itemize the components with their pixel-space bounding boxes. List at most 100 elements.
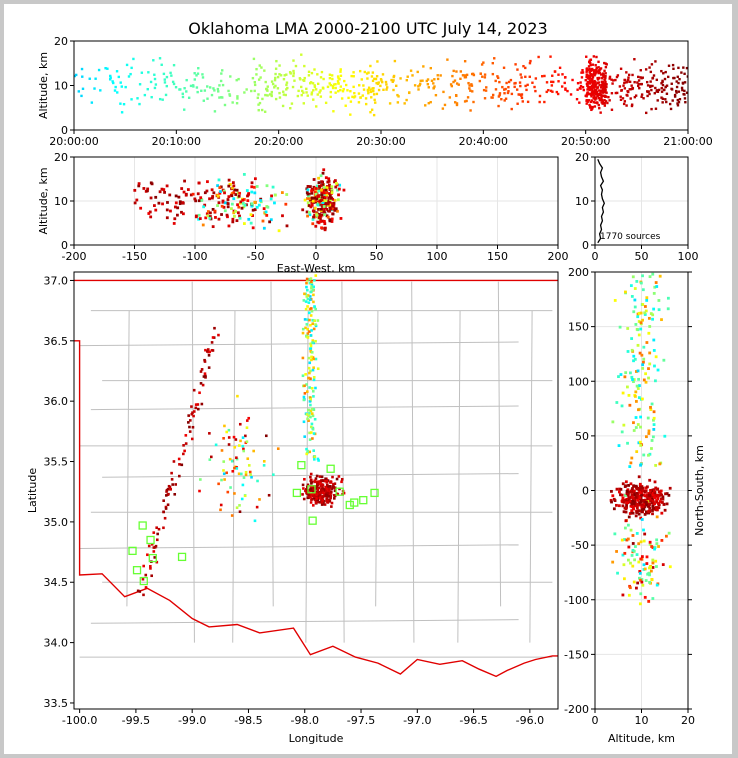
source-point [198, 391, 201, 395]
source-point [211, 225, 215, 229]
source-point [369, 110, 372, 114]
source-point [592, 101, 595, 104]
plot-border [73, 156, 559, 246]
source-point [184, 434, 188, 437]
source-point [262, 226, 266, 230]
source-point [182, 444, 185, 447]
plan-view-panel: -100.0 -99.5 -99.0 -98.5 -98.0 -97.5 -97.0 -96.… [26, 271, 559, 745]
source-point [443, 103, 447, 107]
source-point [624, 371, 628, 375]
source-point [319, 489, 323, 492]
source-point [639, 69, 642, 72]
source-point [241, 483, 245, 487]
source-point [253, 208, 257, 211]
source-point [321, 196, 325, 200]
source-point [111, 80, 114, 83]
source-point [301, 331, 305, 335]
source-point [181, 201, 185, 204]
source-point [312, 449, 316, 452]
source-point [189, 419, 192, 422]
source-point [327, 177, 331, 181]
source-point [464, 75, 468, 79]
source-point [649, 70, 653, 74]
source-point [308, 197, 312, 201]
source-point [507, 80, 511, 84]
source-point [463, 100, 467, 103]
x-tick-label: 20:40:00 [459, 135, 508, 148]
source-point [631, 275, 635, 279]
source-point [632, 359, 635, 363]
source-point [671, 99, 674, 102]
source-point [305, 447, 308, 451]
source-point [212, 87, 215, 90]
source-point [657, 502, 661, 505]
source-point [314, 480, 317, 484]
source-point [593, 94, 596, 98]
source-point [641, 505, 645, 509]
source-point [308, 277, 311, 281]
source-point [586, 100, 589, 103]
source-point [242, 476, 246, 479]
x-axis-label: Longitude [289, 732, 344, 745]
source-point [192, 410, 196, 413]
source-point [245, 88, 248, 91]
source-point [391, 80, 394, 83]
source-point [328, 188, 332, 191]
source-point [617, 375, 620, 379]
source-point [452, 69, 455, 73]
source-point [255, 73, 258, 76]
source-point [531, 81, 534, 84]
source-point [450, 84, 454, 88]
source-point [649, 569, 653, 573]
source-point [239, 200, 243, 204]
source-point [604, 100, 608, 103]
source-point [649, 80, 652, 83]
source-point [638, 482, 642, 486]
source-point [630, 348, 634, 352]
chart-title: Oklahoma LMA 2000-2100 UTC July 14, 2023 [188, 19, 547, 38]
source-point [251, 226, 255, 230]
source-point [300, 53, 303, 56]
source-point [643, 311, 647, 315]
source-point [191, 411, 194, 414]
source-point [187, 96, 191, 99]
source-point [229, 75, 232, 78]
source-point [164, 507, 168, 510]
source-point [242, 449, 246, 453]
source-point [331, 207, 334, 211]
source-point [331, 85, 335, 88]
county-line [497, 281, 502, 607]
source-point [306, 197, 309, 200]
source-point [165, 84, 168, 88]
source-point [319, 493, 322, 496]
source-point [344, 104, 347, 107]
source-point [311, 414, 315, 418]
source-point [463, 74, 467, 77]
station-marker [350, 498, 359, 507]
source-point [271, 185, 275, 189]
source-point [652, 418, 655, 422]
source-point [312, 98, 315, 101]
source-point [183, 449, 186, 453]
source-point [503, 99, 506, 102]
source-point [309, 349, 312, 353]
source-point [340, 97, 344, 100]
source-point [310, 355, 313, 359]
source-point [306, 297, 310, 301]
source-point [622, 510, 626, 514]
source-point [316, 203, 320, 207]
y-tick-label: 36.0 [44, 395, 69, 408]
source-point [615, 487, 619, 491]
source-point [595, 55, 598, 59]
source-point [373, 77, 376, 81]
source-point [594, 92, 597, 96]
source-point [449, 83, 453, 86]
x-tick-label: 20:50:00 [561, 135, 610, 148]
source-point [653, 480, 657, 484]
source-point [685, 91, 688, 94]
source-point [242, 172, 246, 176]
source-point [603, 90, 606, 93]
source-point [182, 452, 185, 456]
y-tick-label: 0 [61, 239, 68, 252]
source-point [80, 67, 84, 71]
